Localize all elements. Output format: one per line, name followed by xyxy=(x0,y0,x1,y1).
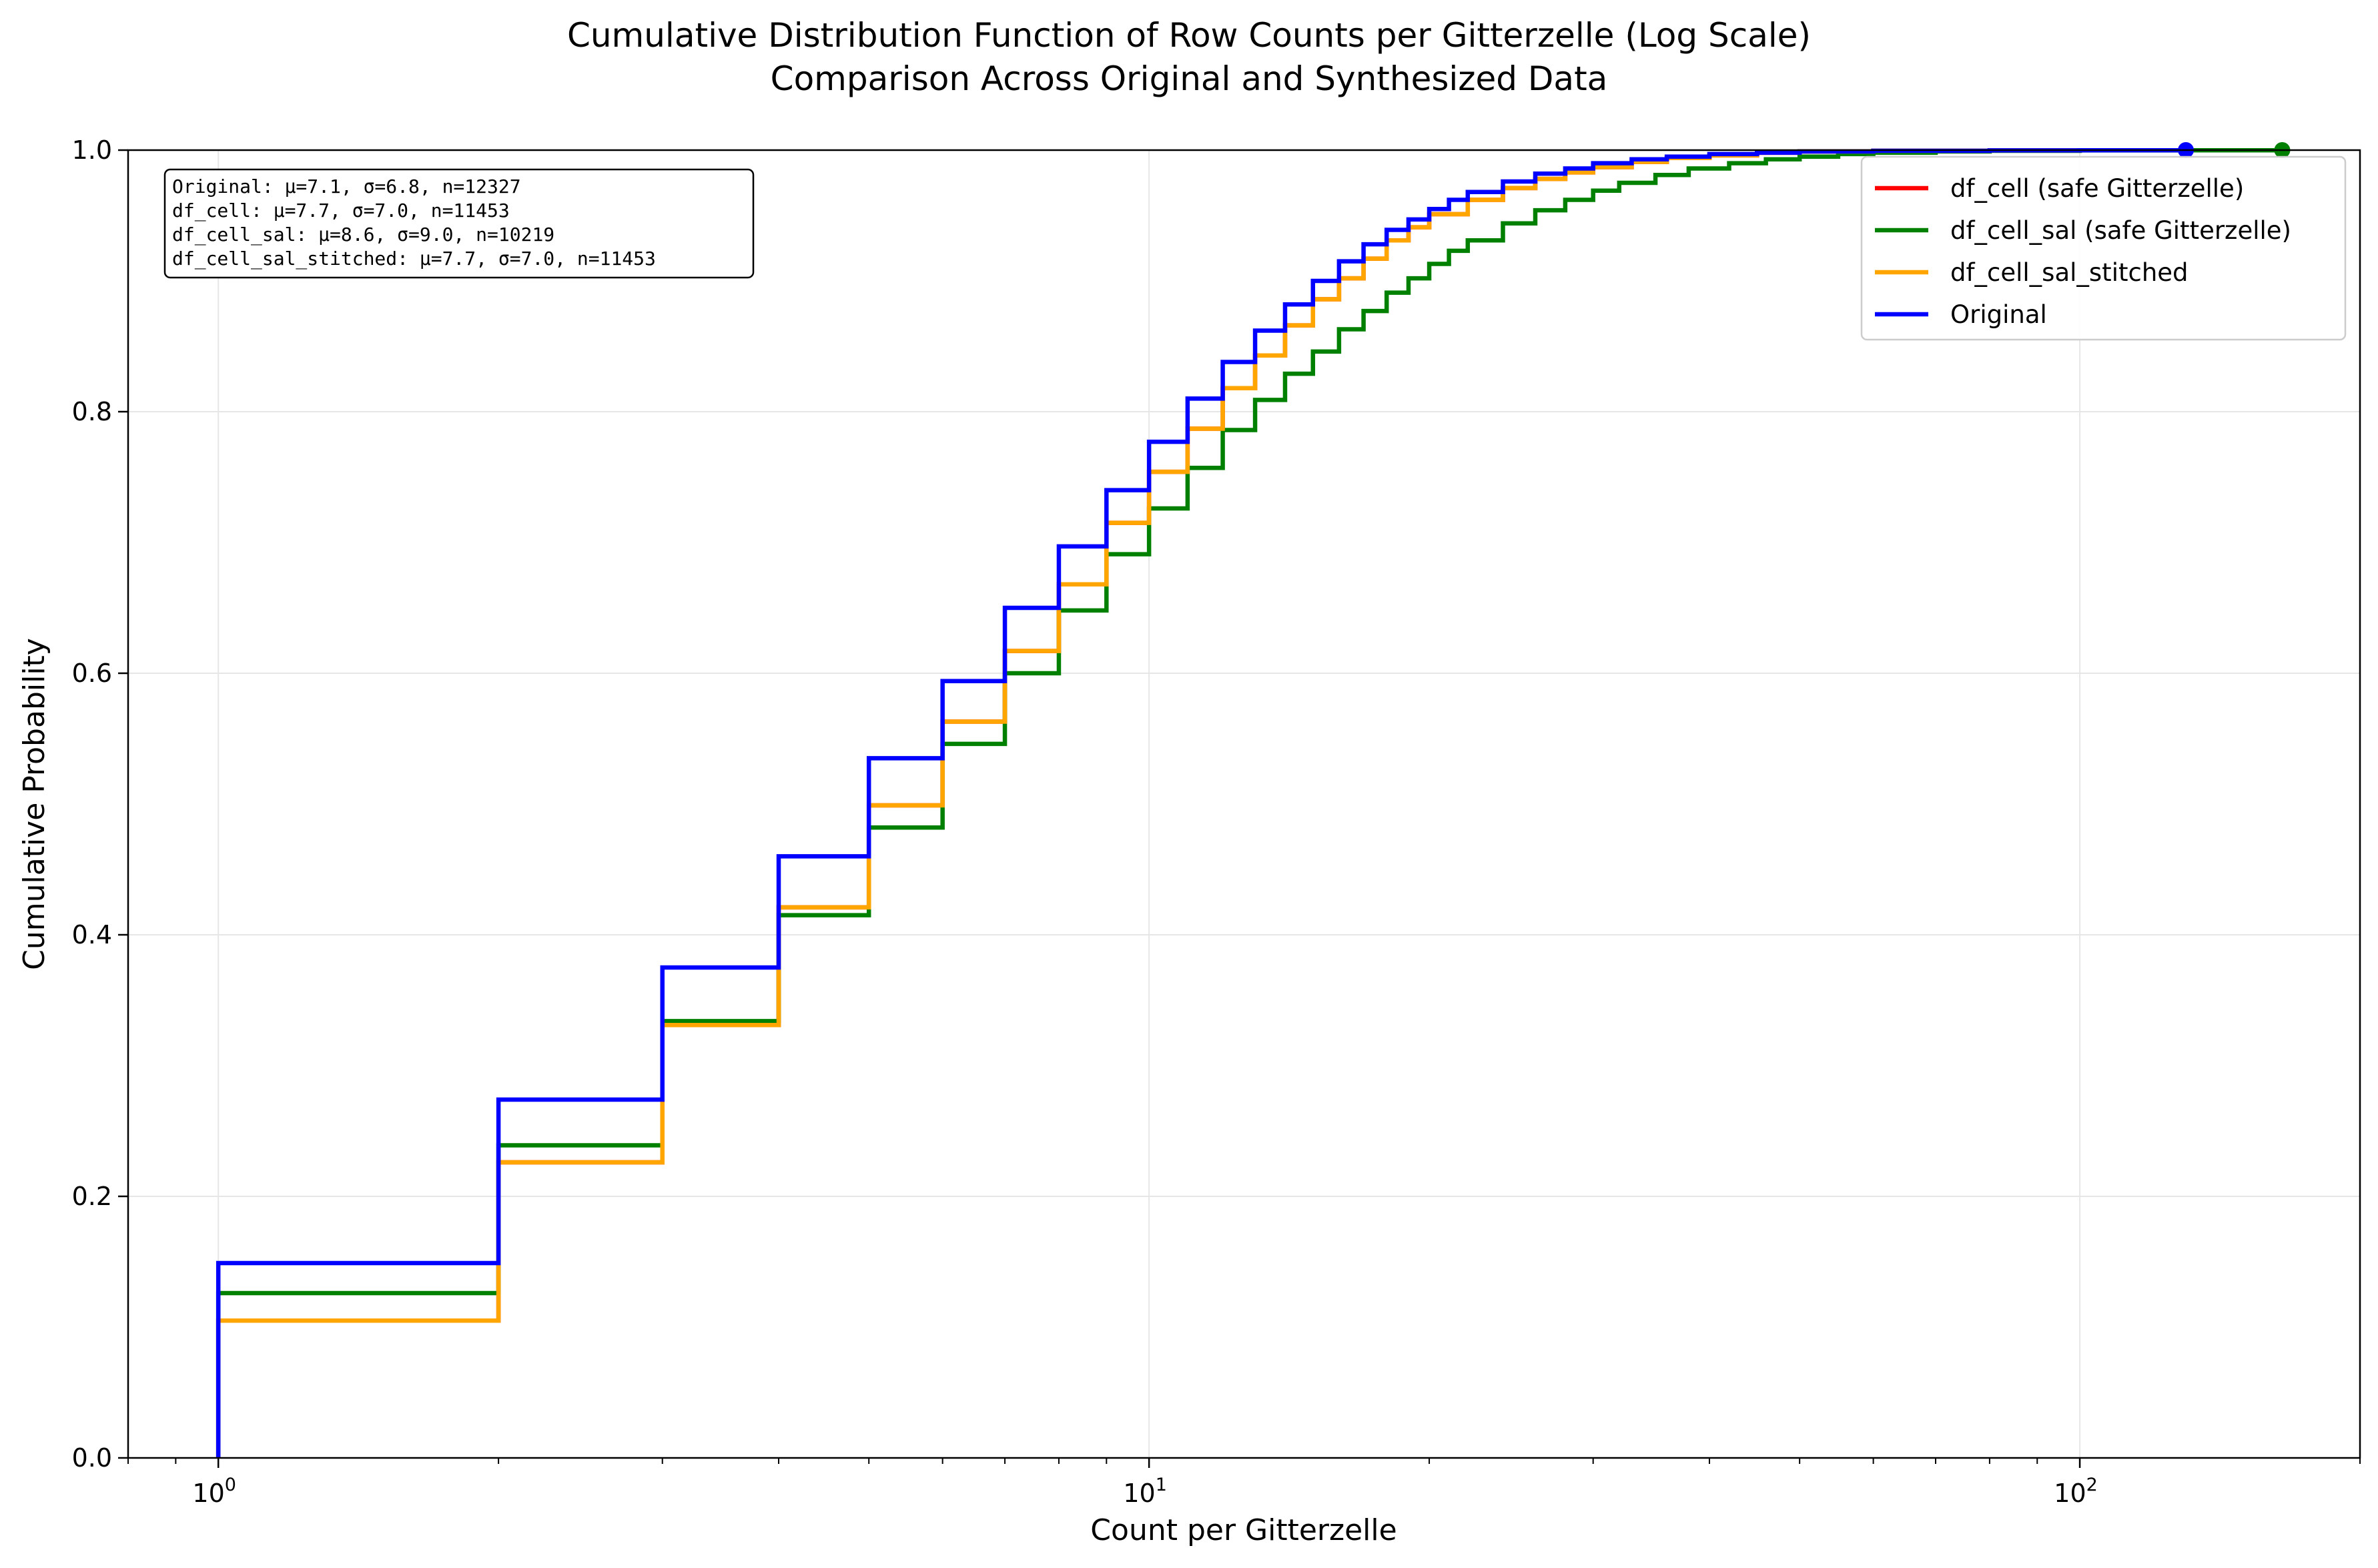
y-tick-label-5: 1.0 xyxy=(72,135,112,165)
y-tick-label-4: 0.8 xyxy=(72,397,112,426)
y-tick-label-3: 0.6 xyxy=(72,659,112,688)
y-tick-label-0: 0.0 xyxy=(72,1443,112,1473)
plot-frame xyxy=(127,149,2361,1459)
x-tick-label-2: 102 xyxy=(2054,1475,2098,1508)
x-axis-ticks: 100 101 102 xyxy=(127,1458,2361,1508)
y-tick-label-1: 0.2 xyxy=(72,1182,112,1211)
stats-line-original: Original: μ=7.1, σ=6.8, n=12327 xyxy=(172,175,521,198)
x-tick-label-1: 101 xyxy=(1123,1475,1167,1508)
y-tick-label-2: 0.4 xyxy=(72,920,112,949)
legend-label-0: df_cell (safe Gitterzelle) xyxy=(1950,174,2244,203)
plot-series xyxy=(216,147,2285,1458)
series-line-1 xyxy=(216,147,2285,1458)
legend-label-3: Original xyxy=(1950,300,2047,329)
legend-label-1: df_cell_sal (safe Gitterzelle) xyxy=(1950,216,2291,245)
y-axis-ticks: 0.0 0.2 0.4 0.6 0.8 1.0 xyxy=(72,135,128,1473)
legend: df_cell (safe Gitterzelle) df_cell_sal (s… xyxy=(1860,155,2347,341)
series-line-0 xyxy=(216,147,2189,1458)
series-line-3 xyxy=(216,147,2189,1458)
stats-line-df-cell-sal: df_cell_sal: μ=8.6, σ=9.0, n=10219 xyxy=(172,224,554,246)
stats-box: Original: μ=7.1, σ=6.8, n=12327 df_cell:… xyxy=(163,168,755,279)
chart-title-line-1: Cumulative Distribution Function of Row … xyxy=(567,16,1811,55)
stats-box-frame xyxy=(163,168,755,279)
x-tick-label-0: 100 xyxy=(192,1475,236,1508)
stats-line-df-cell: df_cell: μ=7.7, σ=7.0, n=11453 xyxy=(172,200,510,222)
legend-label-2: df_cell_sal_stitched xyxy=(1950,258,2189,287)
x-axis-label: Count per Gitterzelle xyxy=(1090,1513,1397,1547)
stats-line-df-cell-sal-stitched: df_cell_sal_stitched: μ=7.7, σ=7.0, n=11… xyxy=(172,248,656,270)
y-axis-label: Cumulative Probability xyxy=(17,638,51,970)
series-line-2 xyxy=(216,147,2189,1458)
legend-frame xyxy=(1860,155,2347,341)
chart-title-line-2: Comparison Across Original and Synthesiz… xyxy=(771,59,1608,98)
